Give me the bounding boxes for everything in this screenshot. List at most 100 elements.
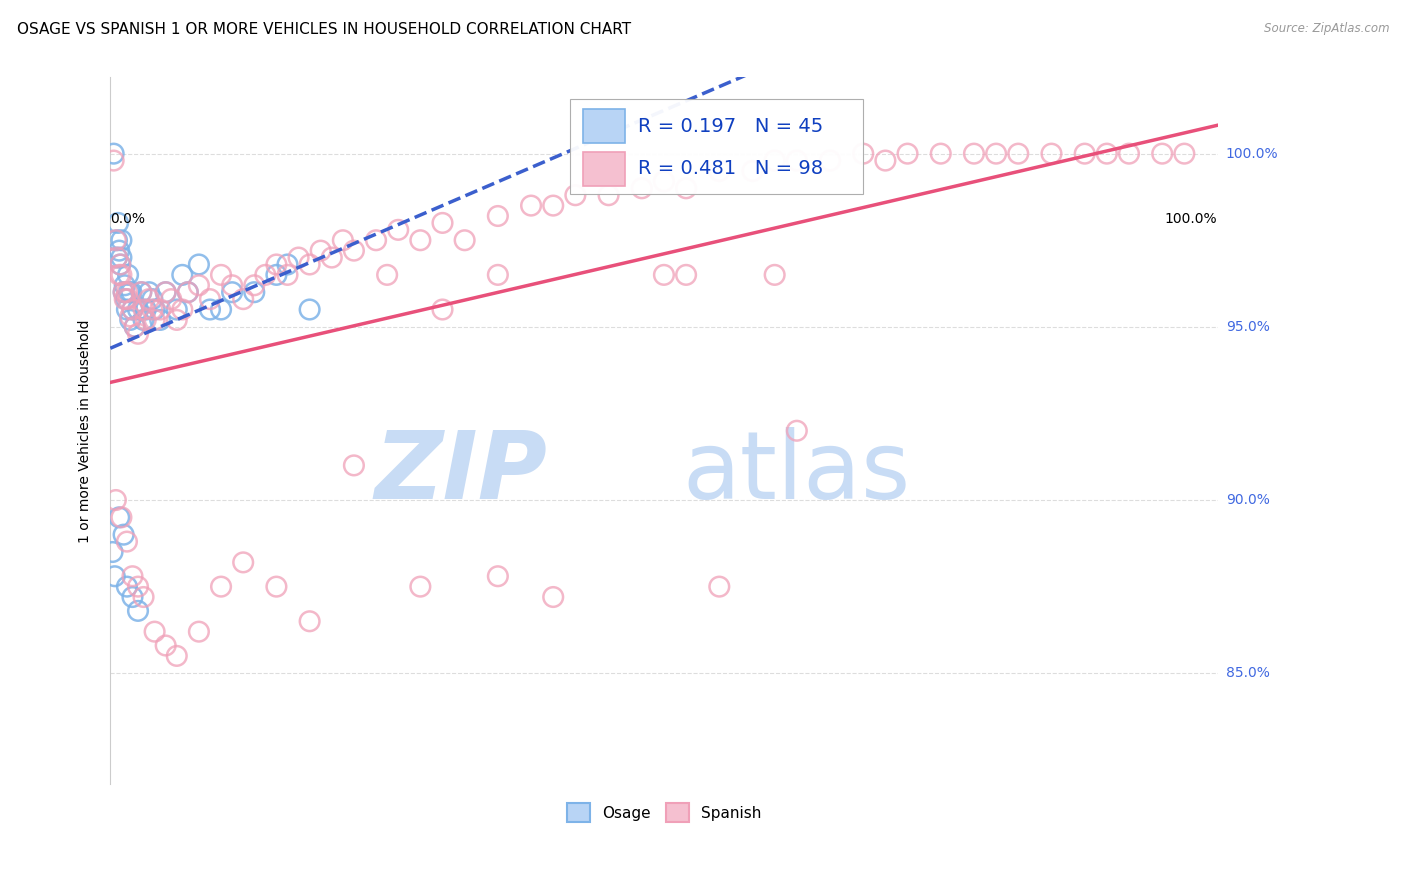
- Point: [127, 580, 149, 594]
- Text: atlas: atlas: [683, 427, 911, 519]
- FancyBboxPatch shape: [583, 109, 626, 143]
- Point: [432, 216, 454, 230]
- Point: [266, 580, 288, 594]
- Point: [232, 555, 254, 569]
- Point: [709, 580, 731, 594]
- Point: [132, 302, 155, 317]
- Point: [124, 319, 146, 334]
- Point: [138, 292, 160, 306]
- Point: [709, 164, 731, 178]
- Text: 100.0%: 100.0%: [1226, 146, 1278, 161]
- Point: [763, 153, 786, 168]
- Point: [276, 258, 298, 272]
- Text: 85.0%: 85.0%: [1226, 666, 1270, 681]
- Point: [541, 198, 564, 212]
- Point: [121, 302, 143, 317]
- Point: [117, 292, 139, 306]
- Text: 95.0%: 95.0%: [1226, 320, 1270, 334]
- Point: [155, 639, 177, 653]
- Point: [131, 285, 153, 300]
- Point: [124, 319, 146, 334]
- Point: [149, 302, 172, 317]
- Point: [105, 233, 128, 247]
- Point: [110, 258, 132, 272]
- Point: [110, 251, 132, 265]
- Point: [486, 268, 509, 282]
- Point: [132, 590, 155, 604]
- Point: [117, 268, 139, 282]
- Text: 90.0%: 90.0%: [1226, 493, 1270, 507]
- Point: [166, 313, 188, 327]
- Point: [110, 233, 132, 247]
- Point: [343, 244, 366, 258]
- Point: [141, 292, 163, 306]
- Point: [101, 545, 124, 559]
- Point: [984, 146, 1007, 161]
- Text: Source: ZipAtlas.com: Source: ZipAtlas.com: [1264, 22, 1389, 36]
- Point: [1152, 146, 1174, 161]
- Point: [232, 292, 254, 306]
- Point: [166, 302, 188, 317]
- Point: [110, 510, 132, 524]
- Text: OSAGE VS SPANISH 1 OR MORE VEHICLES IN HOUSEHOLD CORRELATION CHART: OSAGE VS SPANISH 1 OR MORE VEHICLES IN H…: [17, 22, 631, 37]
- Point: [266, 258, 288, 272]
- Y-axis label: 1 or more Vehicles in Household: 1 or more Vehicles in Household: [79, 319, 93, 542]
- FancyBboxPatch shape: [569, 99, 863, 194]
- Point: [132, 313, 155, 327]
- Point: [110, 258, 132, 272]
- Point: [115, 580, 138, 594]
- Point: [121, 590, 143, 604]
- Point: [1095, 146, 1118, 161]
- Point: [172, 268, 194, 282]
- Point: [149, 313, 172, 327]
- Point: [155, 285, 177, 300]
- Point: [112, 527, 135, 541]
- Point: [409, 233, 432, 247]
- Point: [121, 569, 143, 583]
- Point: [143, 313, 166, 327]
- Point: [409, 580, 432, 594]
- Point: [818, 153, 841, 168]
- Point: [298, 258, 321, 272]
- Text: 100.0%: 100.0%: [1166, 211, 1218, 226]
- Point: [741, 164, 763, 178]
- Point: [105, 251, 128, 265]
- Point: [243, 278, 266, 293]
- Point: [675, 181, 697, 195]
- Point: [453, 233, 475, 247]
- Point: [309, 244, 332, 258]
- Point: [929, 146, 952, 161]
- Point: [135, 302, 157, 317]
- Point: [675, 268, 697, 282]
- Point: [786, 424, 808, 438]
- FancyBboxPatch shape: [583, 152, 626, 186]
- Point: [108, 510, 131, 524]
- Point: [120, 285, 142, 300]
- Point: [298, 614, 321, 628]
- Point: [114, 278, 136, 293]
- Point: [486, 569, 509, 583]
- Point: [364, 233, 387, 247]
- Text: ZIP: ZIP: [375, 427, 548, 519]
- Point: [963, 146, 986, 161]
- Text: 0.0%: 0.0%: [110, 211, 145, 226]
- Point: [115, 534, 138, 549]
- Point: [127, 326, 149, 341]
- Point: [254, 268, 277, 282]
- Point: [166, 648, 188, 663]
- Point: [120, 310, 142, 324]
- Point: [155, 285, 177, 300]
- Point: [896, 146, 918, 161]
- Point: [541, 590, 564, 604]
- Point: [1073, 146, 1095, 161]
- Point: [103, 146, 125, 161]
- Point: [287, 251, 309, 265]
- Point: [115, 285, 138, 300]
- Point: [103, 153, 125, 168]
- Point: [198, 302, 221, 317]
- Point: [652, 174, 675, 188]
- Point: [143, 624, 166, 639]
- Point: [1118, 146, 1140, 161]
- Point: [343, 458, 366, 473]
- Point: [135, 313, 157, 327]
